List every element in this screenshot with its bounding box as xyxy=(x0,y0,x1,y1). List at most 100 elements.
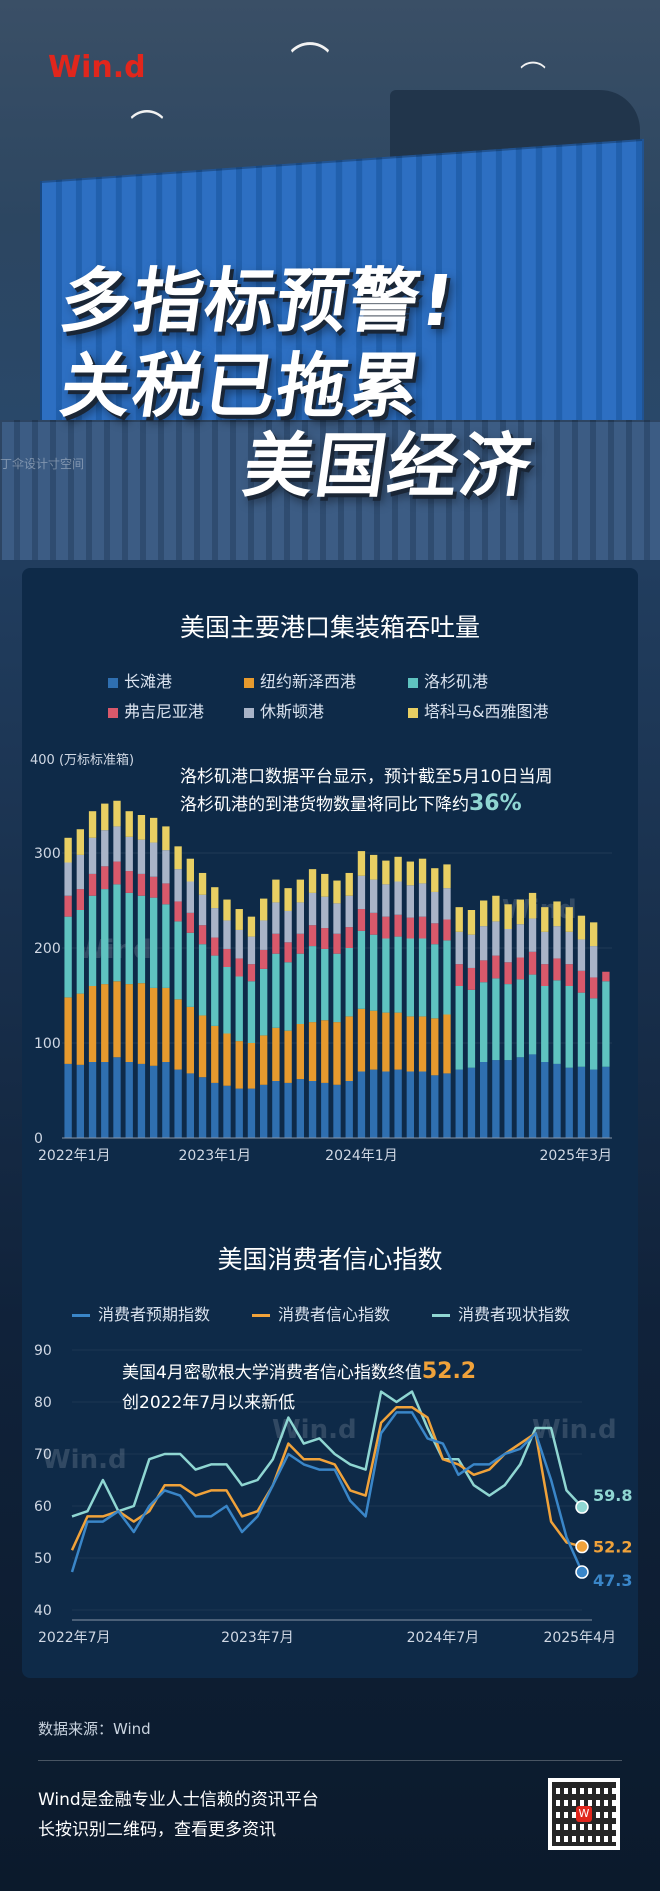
bar-segment xyxy=(541,964,549,986)
bar-segment xyxy=(541,1062,549,1138)
bar-segment xyxy=(455,986,463,1070)
bar-segment xyxy=(223,967,231,1034)
bar-segment xyxy=(308,946,317,1023)
legend-label: 休斯顿港 xyxy=(260,702,325,721)
bar-segment xyxy=(333,1022,341,1085)
bar-segment xyxy=(541,907,549,932)
bar-segment xyxy=(418,1071,427,1138)
bar-segment xyxy=(64,837,72,863)
bar-segment xyxy=(137,895,146,984)
legend-swatch xyxy=(244,707,254,718)
bar-segment xyxy=(211,887,219,909)
bar-segment xyxy=(345,927,353,948)
end-value-label: 59.8 xyxy=(593,1486,632,1505)
footer-slogan: Wind是金融专业人士信赖的资讯平台 xyxy=(38,1790,319,1810)
wind-logo: Win.d xyxy=(48,50,146,85)
bar-segment xyxy=(577,939,586,971)
bar-segment xyxy=(137,839,146,874)
bar-segment xyxy=(394,914,402,937)
bar-segment xyxy=(260,949,268,969)
legend-swatch xyxy=(408,707,418,718)
chart1-annotation-line2: 洛杉矶港的到港货物数量将同比下降约36% xyxy=(180,790,522,816)
chart-watermark: Win.d xyxy=(42,1445,127,1475)
bar-segment xyxy=(370,879,378,913)
bar-segment xyxy=(272,1027,280,1081)
x-tick-label: 2022年1月 xyxy=(38,1148,111,1164)
bar-segment xyxy=(247,981,256,1043)
bar-segment xyxy=(137,873,146,896)
bar-segment xyxy=(370,912,378,935)
bar-segment xyxy=(113,981,121,1058)
bar-segment xyxy=(321,1082,329,1138)
bar-segment xyxy=(394,936,402,1013)
bar-segment xyxy=(577,992,586,1067)
bar-segment xyxy=(235,909,243,930)
legend-label: 消费者现状指数 xyxy=(458,1305,571,1324)
bar-segment xyxy=(260,898,268,921)
bar-segment xyxy=(357,909,366,931)
bar-segment xyxy=(345,1081,353,1138)
bar-segment xyxy=(418,858,427,884)
bar-segment xyxy=(590,998,598,1070)
legend-swatch xyxy=(108,707,118,718)
bar-segment xyxy=(162,904,170,988)
bar-segment xyxy=(88,837,97,874)
bar-segment xyxy=(577,970,586,993)
bar-segment xyxy=(211,937,219,956)
bar-segment xyxy=(406,917,414,939)
chart1-annotation-value: 36% xyxy=(469,791,522,816)
bar-segment xyxy=(602,1066,610,1138)
bar-segment xyxy=(590,946,598,978)
bar-segment xyxy=(577,915,586,940)
bar-segment xyxy=(345,872,353,896)
y-tick-label: 200 xyxy=(34,941,61,957)
bar-segment xyxy=(455,931,463,965)
bar-segment xyxy=(198,872,207,895)
bar-segment xyxy=(284,910,292,943)
x-tick-label: 2024年1月 xyxy=(325,1148,398,1164)
bar-segment xyxy=(431,944,439,1019)
chart2-title: 美国消费者信心指数 xyxy=(217,1245,443,1274)
bar-segment xyxy=(162,883,170,905)
chart-watermark: Win.d xyxy=(532,1415,617,1445)
bar-segment xyxy=(394,1069,402,1138)
legend-item: 洛杉矶港 xyxy=(408,668,488,692)
legend-item: 休斯顿港 xyxy=(244,698,324,722)
bar-segment xyxy=(431,1075,439,1138)
bar-segment xyxy=(296,1079,304,1138)
bar-segment xyxy=(150,876,158,898)
bar-segment xyxy=(162,826,170,851)
bar-segment xyxy=(370,854,378,880)
bar-segment xyxy=(198,1015,207,1078)
qr-code[interactable]: W xyxy=(548,1778,620,1850)
bar-segment xyxy=(296,953,304,1024)
bar-segment xyxy=(467,910,476,935)
bar-segment xyxy=(406,1016,414,1072)
bar-segment xyxy=(235,958,243,977)
bar-segment xyxy=(76,854,84,890)
chart2-annotation-text: 美国4月密歇根大学消费者信心指数终值 xyxy=(122,1363,422,1383)
bar-segment xyxy=(504,929,512,963)
bar-segment xyxy=(345,895,353,928)
legend-swatch xyxy=(72,1314,90,1317)
chart1-title: 美国主要港口集装箱吞吐量 xyxy=(179,613,480,642)
bar-segment xyxy=(198,1077,207,1138)
seagull-icon: ⌒ xyxy=(290,40,330,86)
bar-segment xyxy=(406,885,414,918)
chart2-annotation-value: 52.2 xyxy=(421,1359,477,1384)
chart2-annotation-line2: 创2022年7月以来新低 xyxy=(122,1393,296,1413)
legend-label: 洛杉矶港 xyxy=(424,672,489,691)
bar-segment xyxy=(357,851,366,876)
bar-segment xyxy=(284,1030,292,1083)
bar-segment xyxy=(162,1062,170,1138)
legend-item: 消费者现状指数 xyxy=(432,1301,570,1325)
bar-segment xyxy=(321,1020,329,1083)
container-illustration-lower xyxy=(0,420,660,560)
bar-segment xyxy=(345,1016,353,1081)
bar-segment xyxy=(492,1060,500,1138)
bar-segment xyxy=(101,984,109,1062)
y-tick-label: 300 xyxy=(34,846,61,862)
bar-segment xyxy=(382,860,390,885)
bar-segment xyxy=(431,923,439,945)
